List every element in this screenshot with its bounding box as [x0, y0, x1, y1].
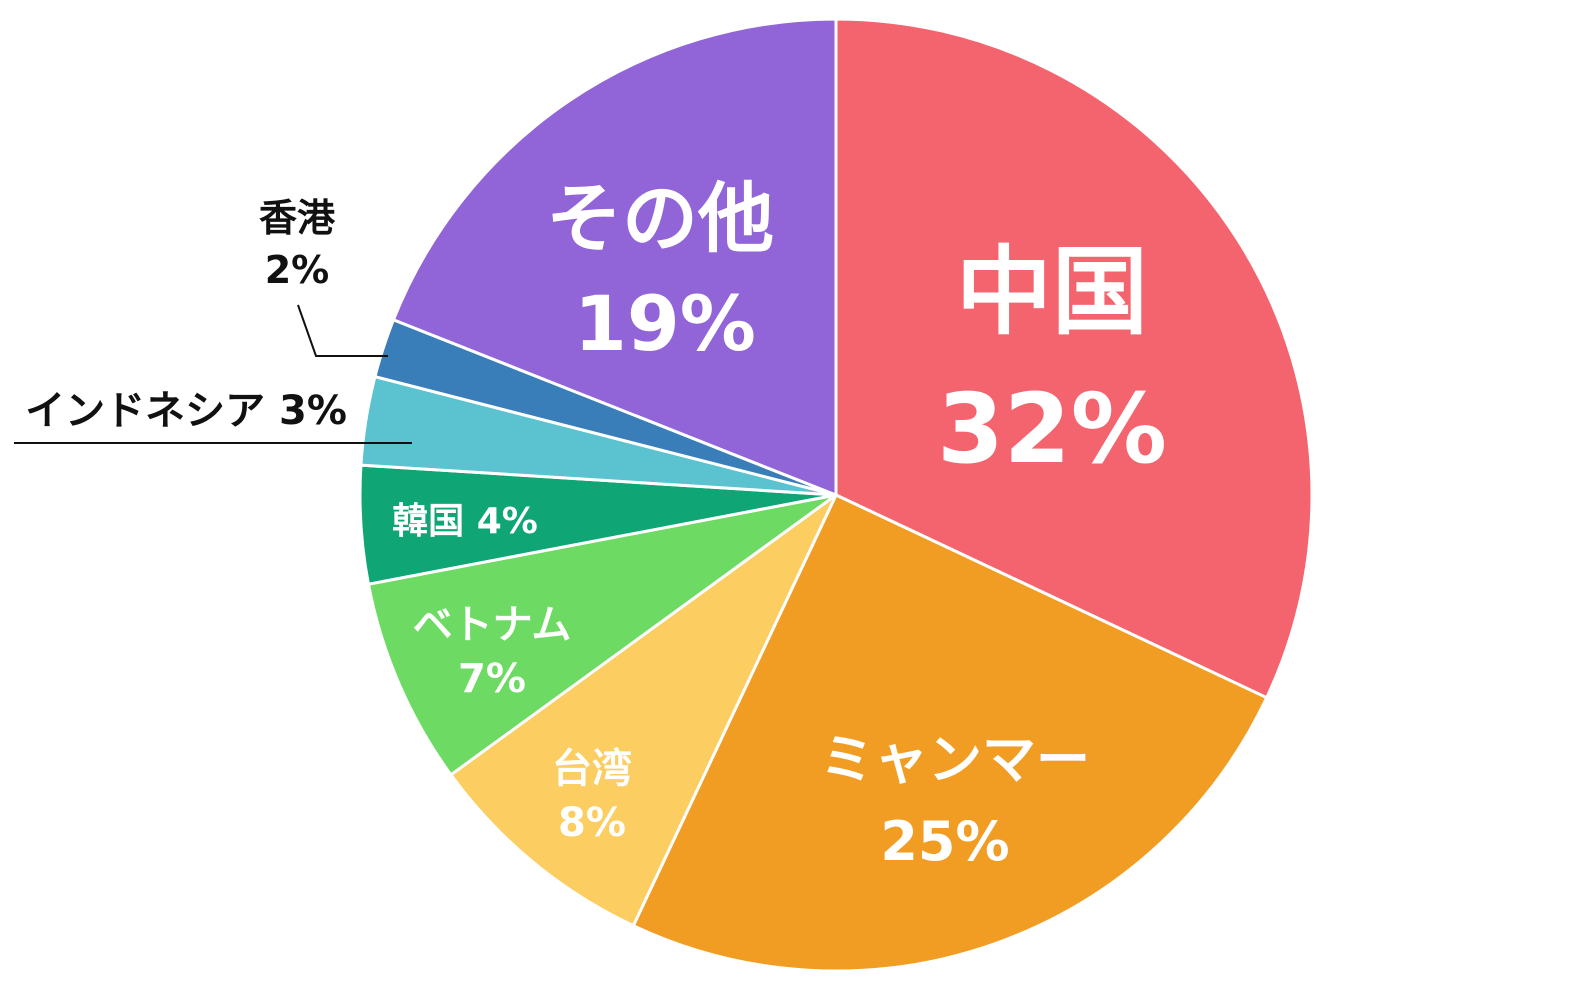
- pie-slice-2: [448, 493, 838, 928]
- leader-line-6: [297, 304, 388, 357]
- slice-label: インドネシア 3%: [25, 388, 347, 434]
- slice-value-label: 25%: [880, 810, 1009, 873]
- slice-name-label: 台湾: [552, 746, 632, 792]
- pie-slice-1: [631, 493, 1269, 973]
- slice-label: 韓国 4%: [392, 501, 538, 542]
- slice-value-label: 3%: [265, 388, 347, 434]
- slice-value-label: 8%: [558, 800, 626, 846]
- slice-value-label: 4%: [464, 501, 538, 542]
- slice-value-label: 7%: [458, 656, 526, 702]
- slice-name-label: インドネシア: [25, 388, 265, 434]
- pie-slice-3: [366, 493, 837, 777]
- slice-name-label: 香港: [259, 196, 336, 240]
- slice-name-label: 中国: [956, 236, 1148, 348]
- slice-name-label: ベトナム: [413, 602, 572, 648]
- slice-value-label: 32%: [937, 373, 1167, 485]
- slice-name-label: 韓国: [392, 501, 464, 542]
- slice-name-label: ミャンマー: [820, 728, 1090, 791]
- pie-labels: 中国 32% ミャンマー 25% 台湾 8% ベトナム 7% 韓国 4% インドネシア 3% 香港 2…: [14, 174, 1167, 873]
- slice-name-label: その他: [546, 174, 774, 263]
- slice-value-label: 19%: [574, 279, 756, 368]
- pie-slice-7: [391, 17, 838, 498]
- pie-slice-0: [834, 17, 1314, 700]
- pie-slices: [358, 17, 1314, 973]
- slice-value-label: 2%: [265, 248, 330, 292]
